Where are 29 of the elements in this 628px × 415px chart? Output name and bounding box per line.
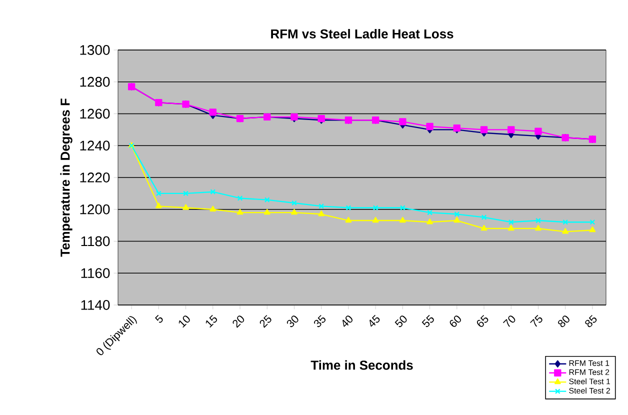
- x-tick-label: 75: [530, 314, 542, 327]
- y-tick-label: 1160: [81, 268, 110, 278]
- x-tick-label: 60: [450, 316, 461, 327]
- x-tick-label: 55: [422, 314, 434, 328]
- x-tick-label: 85: [585, 314, 597, 328]
- y-tick-label: 1200: [80, 204, 110, 214]
- y-tick-label: 1280: [80, 76, 110, 87]
- x-tick-label: 20: [232, 316, 244, 328]
- x-tick-label: 45: [370, 314, 380, 327]
- x-tick-label: 5: [155, 314, 163, 323]
- y-tick-label: 1240: [80, 140, 110, 151]
- y-tick-label: 1220: [80, 172, 110, 182]
- y-tick-label: 1140: [81, 300, 110, 310]
- x-tick-label: 50: [394, 316, 407, 328]
- y-axis-title: Temperature in Degrees F: [60, 98, 72, 257]
- x-tick-label: 80: [558, 316, 570, 328]
- x-tick-label: 15: [206, 314, 217, 328]
- chart-title: RFM vs Steel Ladle Heat Loss: [271, 28, 454, 38]
- x-tick-label: 70: [502, 316, 516, 327]
- x-axis-title: Time in Seconds: [310, 360, 413, 370]
- y-tick-label: 1300: [80, 45, 110, 55]
- x-tick-label: 65: [476, 314, 488, 327]
- x-tick-label: 35: [314, 314, 326, 328]
- y-tick-label: 1180: [81, 236, 110, 246]
- x-tick-label: 10: [178, 316, 190, 328]
- x-tick-label: 30: [286, 316, 298, 328]
- x-tick-label: 25: [260, 314, 272, 328]
- x-tick-label: 40: [342, 316, 353, 327]
- y-tick-label: 1260: [80, 108, 110, 119]
